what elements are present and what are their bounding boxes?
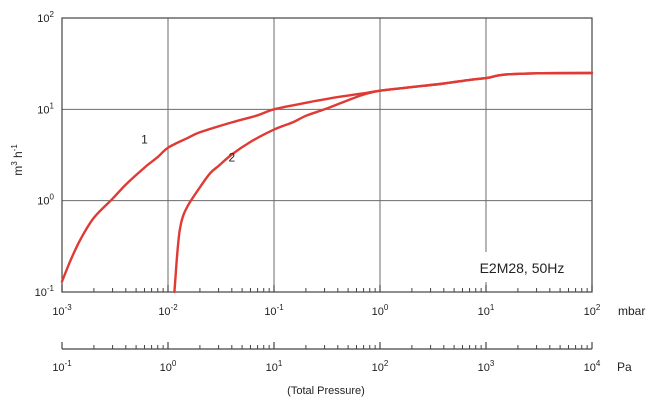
x-tick-label-mbar: 10-3 [52, 303, 72, 318]
model-annotation: E2M28, 50Hz [480, 260, 565, 276]
plot-frame [61, 17, 593, 293]
x-axis-unit-mbar: mbar [618, 304, 645, 318]
annotation-box [455, 252, 589, 282]
series [60, 71, 594, 294]
x-tick-label-pa: 104 [584, 359, 601, 374]
y-tick-label: 100 [37, 193, 54, 208]
series-labels: 12 [141, 133, 235, 165]
x-tick-label-mbar: 100 [372, 303, 389, 318]
x-tick-label-mbar: 102 [584, 303, 601, 318]
x-tick-label-mbar: 10-1 [264, 303, 284, 318]
x-tick-label-pa: 100 [160, 359, 177, 374]
y-tick-label: 10-1 [35, 284, 55, 299]
y-tick-label: 102 [37, 10, 54, 25]
series-label-2: 2 [228, 150, 235, 164]
x-tick-label-mbar: 101 [478, 303, 495, 318]
x-tick-label-pa: 10-1 [52, 359, 72, 374]
y-tick-label: 101 [37, 101, 54, 116]
y-axis-label: m3 h-1 [10, 144, 25, 176]
x-tick-label-pa: 102 [372, 359, 389, 374]
x-axis-caption: (Total Pressure) [287, 385, 365, 397]
x-tick-label-pa: 101 [266, 359, 283, 374]
series-line-2 [173, 71, 594, 294]
grid [62, 18, 592, 292]
series-label-1: 1 [141, 133, 148, 147]
x-axis-ticks-mbar: 10-3 10-2 10-1 100 101 102 [52, 285, 601, 318]
x-axis-unit-pa: Pa [617, 360, 632, 374]
x-tick-label-mbar: 10-2 [158, 303, 178, 318]
x-axis-pa: 10-1 100 101 102 103 104 [52, 342, 601, 374]
y-axis-ticks: 10-1 100 101 102 [35, 10, 55, 299]
x-tick-label-pa: 103 [478, 359, 495, 374]
series-line-1 [60, 71, 594, 283]
